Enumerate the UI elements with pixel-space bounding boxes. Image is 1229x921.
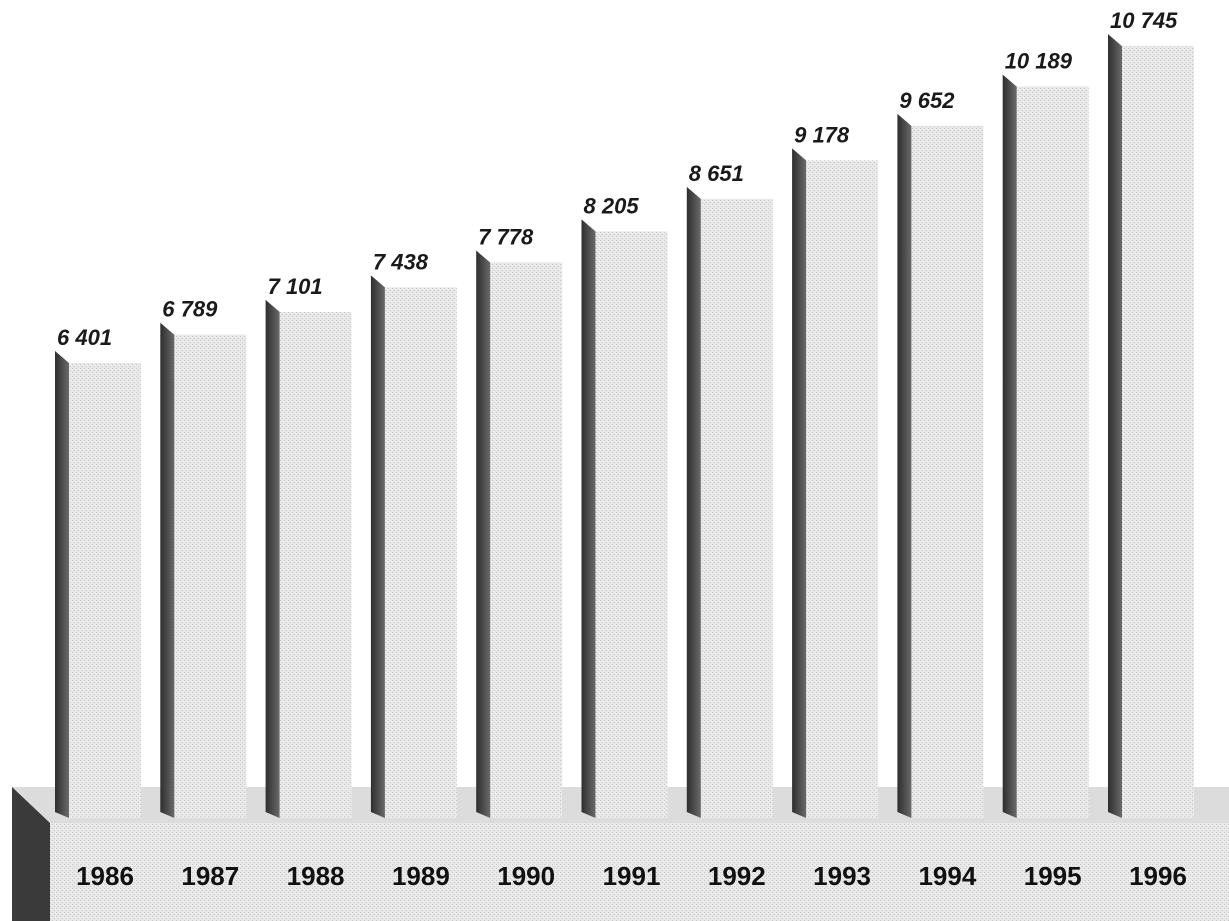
bar-1987: 6 789 — [160, 297, 247, 818]
tick-label-1991: 1991 — [603, 861, 661, 891]
tick-label-1995: 1995 — [1024, 861, 1082, 891]
bar-side — [476, 250, 491, 819]
bar-side — [160, 322, 175, 818]
value-label: 8 205 — [584, 193, 640, 218]
bar-1994: 9 652 — [897, 88, 984, 818]
bar-face — [69, 363, 141, 818]
bar-1996: 10 745 — [1108, 8, 1194, 819]
bar-face — [384, 287, 457, 818]
bar-side — [581, 219, 596, 818]
value-label: 7 101 — [268, 274, 323, 299]
bar-1991: 8 205 — [581, 193, 668, 818]
bar-face — [490, 262, 563, 818]
bar-side — [792, 148, 807, 818]
value-label: 6 789 — [162, 297, 218, 322]
bar-face — [806, 160, 879, 818]
bar-1995: 10 189 — [1002, 49, 1089, 818]
tick-label-1996: 1996 — [1129, 861, 1187, 891]
value-label: 10 745 — [1110, 8, 1178, 33]
tick-label-1988: 1988 — [287, 861, 345, 891]
bar-face — [700, 198, 773, 819]
bar-face — [279, 311, 352, 818]
bar-face — [911, 125, 984, 818]
bar-1988: 7 101 — [265, 274, 352, 819]
bar-side — [265, 299, 280, 819]
bar-side — [55, 351, 69, 818]
bar-1986: 6 401 — [55, 325, 141, 818]
bar-1989: 7 438 — [370, 249, 457, 818]
bar-side — [370, 275, 385, 818]
value-label: 7 778 — [478, 225, 534, 250]
category-axis: 1986 1987 1988 1989 1990 1991 1992 1993 1994 1995… — [76, 861, 1187, 891]
value-label: 10 189 — [1005, 49, 1073, 74]
tick-label-1989: 1989 — [392, 861, 450, 891]
bar-series: 6 401 6 789 7 101 7 438 7 778 8 205 8 651 9 178… — [55, 8, 1194, 819]
tick-label-1987: 1987 — [181, 861, 239, 891]
tick-label-1986: 1986 — [76, 861, 134, 891]
bar-side — [1108, 34, 1122, 819]
value-label: 9 178 — [794, 122, 850, 147]
value-label: 6 401 — [57, 325, 112, 350]
tick-label-1993: 1993 — [813, 861, 871, 891]
bar-face — [174, 334, 247, 818]
bar-1992: 8 651 — [686, 161, 773, 819]
bar-side — [897, 113, 912, 818]
floor-side — [12, 787, 50, 921]
tick-label-1994: 1994 — [918, 861, 976, 891]
bar-face — [595, 231, 668, 818]
tick-label-1990: 1990 — [497, 861, 555, 891]
value-label: 9 652 — [899, 88, 955, 113]
tick-label-1992: 1992 — [708, 861, 766, 891]
bar-1993: 9 178 — [792, 122, 879, 818]
bar-1990: 7 778 — [476, 225, 563, 819]
bar-face — [1016, 86, 1089, 818]
bar-side — [1002, 74, 1017, 818]
floor-front — [50, 823, 1229, 921]
bar-side — [686, 186, 701, 819]
value-label: 7 438 — [373, 249, 429, 274]
value-label: 8 651 — [689, 161, 744, 186]
bar-face — [1122, 46, 1194, 819]
